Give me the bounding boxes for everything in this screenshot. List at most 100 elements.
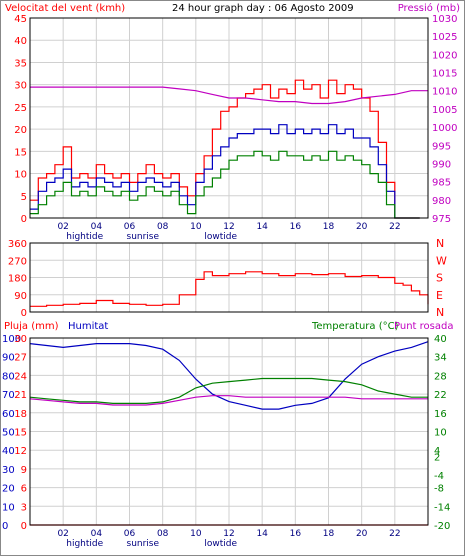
direction-panel-frame xyxy=(29,242,429,313)
humidity-y-tick: 0 xyxy=(2,521,8,532)
pressure-y-tick: 1010 xyxy=(432,87,457,98)
temperature-y-tick: 4 xyxy=(434,446,440,457)
average-series xyxy=(30,124,420,219)
wind-tick-label: 06 xyxy=(124,222,136,232)
pressure-y-tick: 985 xyxy=(432,178,451,189)
humidity-y-tick: 80 xyxy=(2,371,15,382)
humidity-y-tick: 30 xyxy=(2,465,15,476)
compass-label: N xyxy=(436,306,444,319)
rain-y-tick: 0 xyxy=(21,521,27,532)
temperature-y-tick: 34 xyxy=(434,353,447,364)
temperature-y-tick: 28 xyxy=(434,371,447,382)
temperature-y-tick: -8 xyxy=(434,484,444,495)
pressure-y-tick: 975 xyxy=(432,214,451,225)
direction-y-tick: 270 xyxy=(8,256,27,267)
pressure-y-tick: 990 xyxy=(432,159,451,170)
dewpoint-series xyxy=(29,395,428,406)
humidity-y-tick: 10 xyxy=(2,502,15,513)
plot-layer: 0510152025303540459759809859909951000100… xyxy=(2,14,457,549)
wind-panel-frame xyxy=(29,17,429,219)
wind-y-tick: 5 xyxy=(21,192,27,203)
climate-tick-label: 10 xyxy=(190,529,202,539)
rain-y-tick: 6 xyxy=(21,484,27,495)
climate-event-hightide: hightide xyxy=(66,539,103,549)
humidity-y-tick: 100 xyxy=(2,334,21,345)
climate-tick-label: 12 xyxy=(223,529,234,539)
humidity-y-tick: 90 xyxy=(2,353,15,364)
wind-tick-label: 12 xyxy=(223,222,234,232)
pressure-y-tick: 1030 xyxy=(432,14,457,25)
humidity-y-tick: 20 xyxy=(2,484,15,495)
humidity-y-tick: 50 xyxy=(2,428,15,439)
temperature-y-tick: -14 xyxy=(434,502,450,513)
temperature-series xyxy=(29,377,428,404)
wind-tick-label: 18 xyxy=(323,222,335,232)
wind-tick-label: 14 xyxy=(256,222,268,232)
climate-tick-label: 08 xyxy=(157,529,169,539)
humidity-y-tick: 70 xyxy=(2,390,15,401)
climate-tick-label: 14 xyxy=(256,529,268,539)
rain-y-tick: 12 xyxy=(14,446,27,457)
direction-y-tick: 360 xyxy=(8,239,27,250)
climate-tick-label: 22 xyxy=(389,529,400,539)
temperature-y-tick: 22 xyxy=(434,390,447,401)
wind-y-tick: 0 xyxy=(21,214,27,225)
rain-y-tick: 15 xyxy=(14,428,27,439)
wind-event-sunrise: sunrise xyxy=(127,232,160,242)
compass-label: W xyxy=(436,254,447,267)
direction-y-tick: 90 xyxy=(14,291,27,302)
wind-tick-label: 04 xyxy=(91,222,103,232)
climate-tick-label: 20 xyxy=(356,529,368,539)
wind-event-lowtide: lowtide xyxy=(204,232,237,242)
humidity-y-tick: 40 xyxy=(2,446,15,457)
compass-label: E xyxy=(436,289,443,302)
climate-panel-frame xyxy=(29,337,429,526)
pressure-y-tick: 980 xyxy=(432,196,451,207)
temperature-label: Temperatura (°C) xyxy=(311,321,399,332)
rain-label: Pluja (mm) xyxy=(4,321,59,332)
wind-y-tick: 10 xyxy=(14,170,27,181)
pressure-series xyxy=(30,86,428,105)
gust-series xyxy=(30,79,420,219)
direction-y-tick: 0 xyxy=(21,308,27,319)
pressure-y-tick: 995 xyxy=(432,141,451,152)
rain-y-tick: 21 xyxy=(14,390,27,401)
wind-tick-label: 20 xyxy=(356,222,368,232)
temperature-y-tick: -20 xyxy=(434,521,450,532)
wind-y-tick: 45 xyxy=(14,14,27,25)
temperature-y-tick: 2 xyxy=(434,452,440,463)
dewpoint-label: Punt rosada xyxy=(394,321,453,332)
direction-y-tick: 180 xyxy=(8,274,27,285)
pressure-y-tick: 1000 xyxy=(432,123,457,134)
wind-direction-series xyxy=(30,271,429,307)
climate-tick-label: 18 xyxy=(323,529,335,539)
pressure-y-tick: 1025 xyxy=(432,32,457,43)
wind-tick-label: 22 xyxy=(389,222,400,232)
temperature-y-tick: -4 xyxy=(434,471,444,482)
humidity-label: Humitat xyxy=(68,321,108,332)
rain-y-tick: 9 xyxy=(21,465,27,476)
humidity-series xyxy=(29,341,429,410)
climate-tick-label: 02 xyxy=(57,529,68,539)
rain-y-tick: 3 xyxy=(21,502,27,513)
temperature-y-tick: 10 xyxy=(434,428,447,439)
rain-y-tick: 18 xyxy=(14,409,27,420)
minimum-series xyxy=(30,150,420,219)
wind-panel-title: Velocitat del vent (kmh) xyxy=(5,3,125,14)
wind-y-tick: 30 xyxy=(14,81,27,92)
page-title: 24 hour graph day : 06 Agosto 2009 xyxy=(172,3,354,14)
humidity-y-tick: 60 xyxy=(2,409,15,420)
wind-y-tick: 35 xyxy=(14,58,27,69)
wind-y-tick: 40 xyxy=(14,36,27,47)
pressure-panel-title: Pressió (mb) xyxy=(398,2,460,14)
compass-label: S xyxy=(436,272,443,285)
pressure-y-tick: 1005 xyxy=(432,105,457,116)
wind-event-hightide: hightide xyxy=(66,232,103,242)
rain-y-tick: 30 xyxy=(14,334,27,345)
temperature-y-tick: 40 xyxy=(434,334,447,345)
rain-y-tick: 24 xyxy=(14,371,27,382)
wind-y-tick: 15 xyxy=(14,147,27,158)
wind-y-tick: 20 xyxy=(14,125,27,136)
temperature-y-tick: 16 xyxy=(434,409,447,420)
